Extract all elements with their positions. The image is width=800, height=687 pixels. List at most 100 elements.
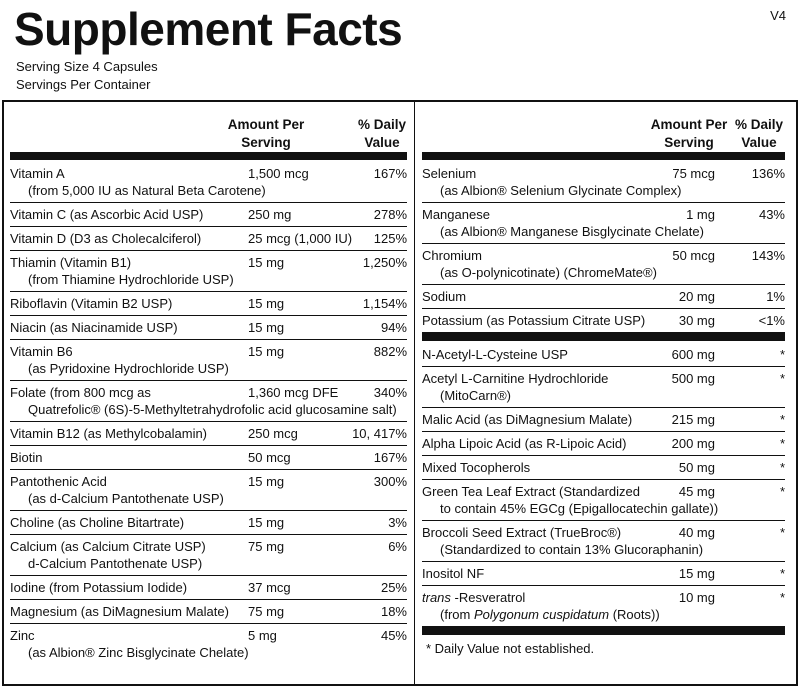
nutrient-row: Broccoli Seed Extract (TrueBroc®) (Standa… [422,521,785,562]
text-segment: (from [440,607,474,622]
daily-value: 6% [388,539,407,554]
header-line: Value [364,135,400,150]
daily-value: * [779,371,785,386]
nutrient-name: trans -Resveratrol [422,589,785,606]
nutrient-row: Malic Acid (as DiMagnesium Malate) 215 mg… [422,408,785,432]
nutrient-row: Green Tea Leaf Extract (Standardized to c… [422,480,785,521]
amount: 45 mg [678,484,715,499]
nutrient-name: Iodine (from Potassium Iodide) [10,580,188,595]
divider [414,102,415,684]
nutrient-row: Vitamin A (from 5,000 IU as Natural Beta … [10,162,407,203]
nutrient-row: Niacin (as Niacinamide USP) 15 mg 94% [10,316,407,340]
nutrient-detail: (as O-polynicotinate) (ChromeMate®) [440,265,657,280]
daily-value: * [779,347,785,362]
nutrient-row: Manganese (as Albion® Manganese Bisglycin… [422,203,785,244]
nutrient-row: Mixed Tocopherols 50 mg * [422,456,785,480]
nutrient-name: Magnesium (as DiMagnesium Malate) [10,604,229,619]
amount: 1,500 mcg [248,166,309,181]
nutrient-name: Vitamin B12 (as Methylcobalamin) [10,426,208,441]
nutrient-row: Riboflavin (Vitamin B2 USP) 15 mg 1,154% [10,292,407,316]
amount: 15 mg [248,255,285,270]
amount: 50 mcg [672,248,715,263]
nutrient-name: Vitamin A [10,166,65,181]
nutrient-name: Vitamin B6 [10,344,73,359]
amount: 30 mg [678,313,715,328]
amount: 15 mg [248,474,285,489]
daily-value: 43% [758,207,785,222]
nutrient-name: Selenium [422,166,477,181]
nutrient-detail: (from 5,000 IU as Natural Beta Carotene) [28,183,266,198]
daily-value: 143% [751,248,785,263]
nutrient-name: Inositol NF [422,566,485,581]
nutrient-name: Riboflavin (Vitamin B2 USP) [10,296,173,311]
text-segment: (Roots)) [609,607,660,622]
nutrient-detail: (as Albion® Selenium Glycinate Complex) [440,183,682,198]
nutrient-detail: (MitoCarn®) [440,388,511,403]
daily-value: * [779,436,785,451]
header-line: % Daily [734,117,784,132]
nutrient-name: Alpha Lipoic Acid (as R-Lipoic Acid) [422,436,627,451]
nutrient-row: Acetyl L-Carnitine Hydrochloride (MitoCar… [422,367,785,408]
header-line: % Daily [357,117,407,132]
amount: 500 mg [671,371,715,386]
amount: 37 mcg [248,580,291,595]
nutrient-name: Pantothenic Acid [10,474,107,489]
nutrient-name: Zinc [10,628,35,643]
nutrient-detail: (Standardized to contain 13% Glucoraphan… [440,542,704,557]
serving-size: Serving Size 4 Capsules [16,59,158,74]
right-column: Amount Per Serving % Daily Value Selenium (as… [422,102,785,656]
amount: 250 mg [248,207,292,222]
nutrient-detail: (as Albion® Manganese Bisglycinate Chela… [440,224,704,239]
daily-value: 1,154% [362,296,407,311]
nutrient-name: Biotin [10,450,43,465]
daily-value: 1,250% [362,255,407,270]
daily-value: 167% [373,450,407,465]
nutrient-row: Choline (as Choline Bitartrate) 15 mg 3% [10,511,407,535]
nutrient-name: Acetyl L-Carnitine Hydrochloride [422,371,609,386]
nutrient-row: Vitamin B12 (as Methylcobalamin) 250 mcg 1… [10,422,407,446]
daily-value: 882% [373,344,407,359]
nutrient-detail: (from Polygonum cuspidatum (Roots)) [422,606,785,623]
amount: 50 mg [678,460,715,475]
daily-value: * [779,484,785,499]
nutrient-name: Chromium [422,248,482,263]
text-segment: trans [422,590,451,605]
amount: 40 mg [678,525,715,540]
nutrient-row: Potassium (as Potassium Citrate USP) 30 m… [422,309,785,333]
header-line: Value [741,135,777,150]
nutrient-name: Broccoli Seed Extract (TrueBroc®) [422,525,622,540]
amount: 50 mcg [248,450,291,465]
nutrient-name: N-Acetyl-L-Cysteine USP [422,347,568,362]
nutrient-row: Vitamin B6 (as Pyridoxine Hydrochloride U… [10,340,407,381]
nutrient-name: Malic Acid (as DiMagnesium Malate) [422,412,633,427]
daily-value: 94% [380,320,407,335]
nutrient-row: Selenium (as Albion® Selenium Glycinate C… [422,162,785,203]
daily-value: <1% [758,313,785,328]
nutrient-detail: (as Pyridoxine Hydrochloride USP) [28,361,229,376]
nutrient-name: Choline (as Choline Bitartrate) [10,515,185,530]
daily-value: * [779,460,785,475]
rows: Vitamin A (from 5,000 IU as Natural Beta … [10,162,407,664]
nutrient-name: Sodium [422,289,467,304]
amount: 75 mg [248,604,285,619]
dv-header: % Daily Value [322,116,442,152]
dv-header: % Daily Value [699,116,800,152]
amount: 15 mg [248,296,285,311]
nutrient-row: Iodine (from Potassium Iodide) 37 mcg 25% [10,576,407,600]
nutrient-name: Green Tea Leaf Extract (Standardized [422,484,640,499]
header-line: Serving [664,135,714,150]
daily-value: * [779,412,785,427]
version: V4 [770,8,786,23]
footnote: * Daily Value not established. [426,641,595,656]
amount: 1,360 mcg DFE [248,385,339,400]
nutrient-row: Thiamin (Vitamin B1) (from Thiamine Hydro… [10,251,407,292]
amount: 20 mg [678,289,715,304]
amount: 10 mg [678,590,715,605]
nutrient-name: Calcium (as Calcium Citrate USP) [10,539,206,554]
nutrient-detail: (as Albion® Zinc Bisglycinate Chelate) [28,645,249,660]
title: Supplement Facts [14,3,403,55]
nutrient-row: Magnesium (as DiMagnesium Malate) 75 mg 18… [10,600,407,624]
amount: 15 mg [248,344,285,359]
amount: 25 mcg (1,000 IU) [248,231,353,246]
